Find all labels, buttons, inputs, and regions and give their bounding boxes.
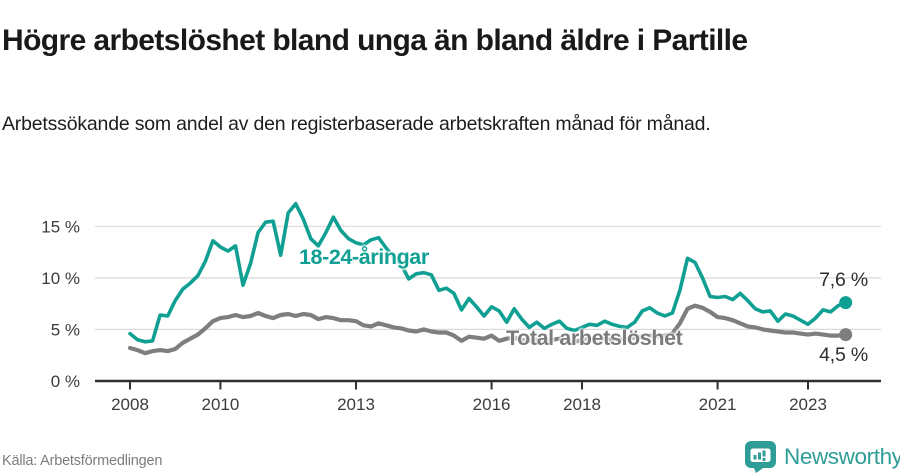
- x-tick-label: 2010: [201, 395, 239, 414]
- total-end-dot: [839, 328, 853, 342]
- y-tick-label: 0 %: [51, 372, 80, 391]
- total-series-line: [127, 303, 848, 356]
- x-axis-labels: 2008 2010 2013 2016 2018 2021 2023: [111, 395, 827, 414]
- young-series-label: 18-24-åringar: [299, 245, 429, 269]
- x-tick-label: 2018: [563, 395, 601, 414]
- y-axis-labels: 0 % 5 % 10 % 15 %: [41, 217, 80, 391]
- chart-canvas: 0 %5 %10 %15 % 2008 2010 2013 2016 2018 2021 2…: [41, 201, 881, 414]
- gridlines: [95, 225, 881, 330]
- x-tick-label: 2016: [473, 395, 511, 414]
- x-axis-ticks: [129, 382, 809, 390]
- newsworthy-logo-link[interactable]: Newsworthy: [744, 440, 900, 474]
- series-lines: [127, 201, 853, 356]
- young-end-dot: [839, 296, 853, 310]
- x-tick-label: 2023: [789, 395, 827, 414]
- newsworthy-icon: [744, 440, 777, 474]
- total-series-label: Total arbetslöshet: [506, 326, 683, 350]
- newsworthy-wordmark: Newsworthy: [784, 444, 900, 469]
- young-end-value-label: 7,6 %: [819, 269, 868, 291]
- page-title: Högre arbetslöshet bland unga än bland ä…: [2, 24, 748, 58]
- page-subtitle: Arbetssökande som andel av den registerb…: [2, 112, 711, 135]
- x-tick-label: 2021: [699, 395, 737, 414]
- young-series-line: [128, 201, 848, 344]
- y-tick-label: 5 %: [51, 320, 80, 339]
- total-end-value-label: 4,5 %: [819, 344, 868, 366]
- y-tick-label: 10 %: [41, 269, 80, 288]
- y-tick-label: 15 %: [41, 217, 80, 236]
- x-tick-label: 2013: [337, 395, 375, 414]
- source-note: Källa: Arbetsförmedlingen: [2, 453, 163, 469]
- x-tick-label: 2008: [111, 395, 149, 414]
